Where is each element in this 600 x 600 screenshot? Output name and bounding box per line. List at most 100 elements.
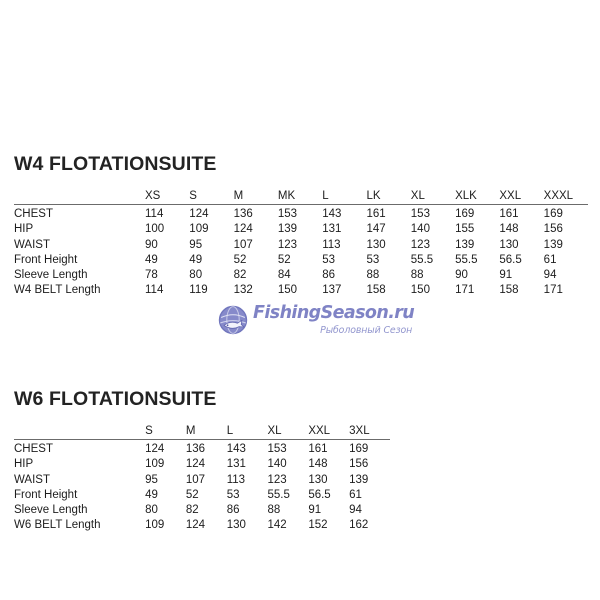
cell: 139 [349,473,369,486]
size-chart-block-w6: W6 FLOTATIONSUITE S M L XL XXL 3XL [14,388,390,533]
cell: 95 [189,238,203,251]
row-label: CHEST [14,443,53,456]
cell: 143 [322,208,342,221]
table-row: W6 BELT Length 109 124 130 142 152 162 [14,518,390,533]
cell: 94 [349,504,362,517]
cell: 124 [233,223,253,236]
cell: 137 [322,284,342,297]
cell: 171 [543,284,563,297]
column-header-s: S [145,423,186,440]
column-header-mk: MK [277,188,323,205]
cell: 91 [499,269,513,282]
cell: 158 [499,284,519,297]
cell: 56.5 [499,253,522,266]
cell: 130 [366,238,386,251]
row-label: HIP [14,223,34,236]
cell: 130 [308,473,328,486]
cell: 107 [185,473,206,486]
cell: 100 [145,223,165,236]
cell: 123 [410,238,430,251]
cell: 119 [189,284,208,297]
watermark: FishingSeason.ru Рыболовный Сезон [218,299,422,341]
table-row: CHEST 114 124 136 153 143 161 153 169 16… [14,204,588,222]
cell: 82 [185,504,199,517]
cell: 88 [267,504,281,517]
table-row: HIP 109 124 131 140 148 156 [14,457,390,472]
cell: 78 [145,269,158,282]
cell: 132 [233,284,253,297]
cell: 150 [277,284,298,297]
cell: 53 [226,488,240,501]
cell: 153 [410,208,430,221]
row-label: Front Height [14,488,78,501]
cell: 147 [366,223,386,236]
cell: 80 [145,504,158,517]
table-header-row: XS S M MK L LK XL XLK XXL XXXL [14,188,588,205]
cell: 123 [277,238,298,251]
cell: 94 [543,269,557,282]
column-header-3xl: 3XL [349,423,390,440]
cell: 153 [267,443,287,456]
cell: 171 [455,284,475,297]
column-header-s: S [189,188,234,205]
cell: 162 [349,519,369,532]
cell: 158 [366,284,386,297]
row-label: Sleeve Length [14,504,88,517]
table-row: Front Height 49 52 53 55.5 56.5 61 [14,488,390,503]
cell: 113 [322,238,341,251]
column-header-rowlabel [14,423,146,440]
cell: 84 [277,269,291,282]
globe-fish-icon [218,305,248,335]
cell: 61 [349,488,362,501]
cell: 130 [499,238,519,251]
table-row: Sleeve Length 78 80 82 84 86 88 88 90 91… [14,268,588,283]
cell: 169 [455,208,475,221]
row-label: Front Height [14,253,78,266]
cell: 49 [189,253,203,266]
cell: 49 [145,488,158,501]
cell: 61 [543,253,557,266]
page-title-w4: W4 FLOTATIONSUITE [14,153,217,175]
column-header-lk: LK [366,188,411,205]
cell: 140 [267,458,287,471]
cell: 55.5 [267,488,290,501]
cell: 156 [543,223,563,236]
page-title-w6: W6 FLOTATIONSUITE [14,388,217,410]
row-label: Sleeve Length [14,269,88,282]
column-header-l: L [226,423,268,440]
column-header-m: M [185,423,227,440]
cell: 107 [233,238,253,251]
cell: 91 [308,504,322,517]
table-row: WAIST 95 107 113 123 130 139 [14,473,390,488]
cell: 113 [226,473,246,486]
cell: 139 [277,223,298,236]
table-row: W4 BELT Length 114 119 132 150 137 158 1… [14,283,588,298]
cell: 53 [322,253,335,266]
cell: 90 [145,238,158,251]
cell: 52 [233,253,247,266]
column-header-xxl: XXL [308,423,350,440]
cell: 109 [145,519,165,532]
cell: 139 [543,238,563,251]
cell: 155 [455,223,475,236]
cell: 124 [185,519,206,532]
row-label: WAIST [14,473,50,486]
cell: 142 [267,519,287,532]
cell: 148 [499,223,519,236]
cell: 52 [185,488,199,501]
table-header-row: S M L XL XXL 3XL [14,423,390,440]
cell: 109 [189,223,209,236]
cell: 109 [145,458,165,471]
cell: 53 [366,253,380,266]
cell: 55.5 [410,253,434,266]
cell: 140 [410,223,430,236]
column-header-xs: XS [145,188,190,205]
cell: 95 [145,473,158,486]
table-row: Sleeve Length 80 82 86 88 91 94 [14,503,390,518]
cell: 88 [410,269,424,282]
cell: 148 [308,458,328,471]
table-row: CHEST 124 136 143 153 161 169 [14,439,390,457]
column-header-xxxl: XXXL [543,188,588,205]
column-header-xl: XL [410,188,456,205]
